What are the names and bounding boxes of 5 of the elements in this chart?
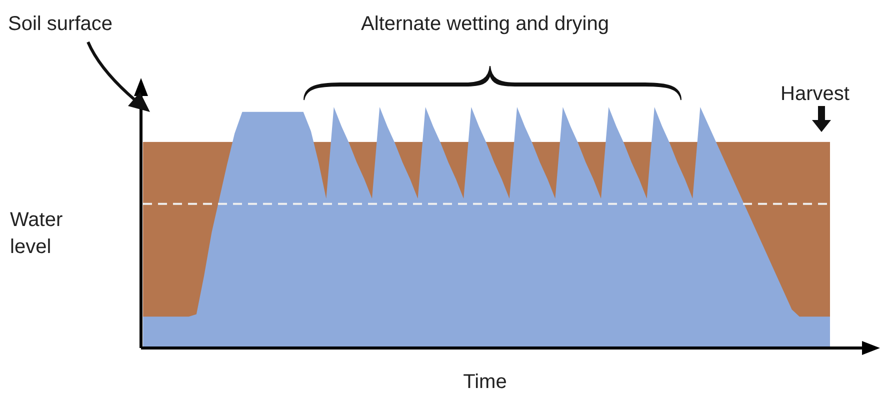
- text: Soil surface: [8, 13, 112, 35]
- y-axis-title: Water level: [10, 209, 63, 258]
- x-axis-title: Time: [463, 371, 507, 393]
- text: Harvest: [780, 83, 850, 105]
- text: Alternate wetting and drying: [361, 13, 609, 35]
